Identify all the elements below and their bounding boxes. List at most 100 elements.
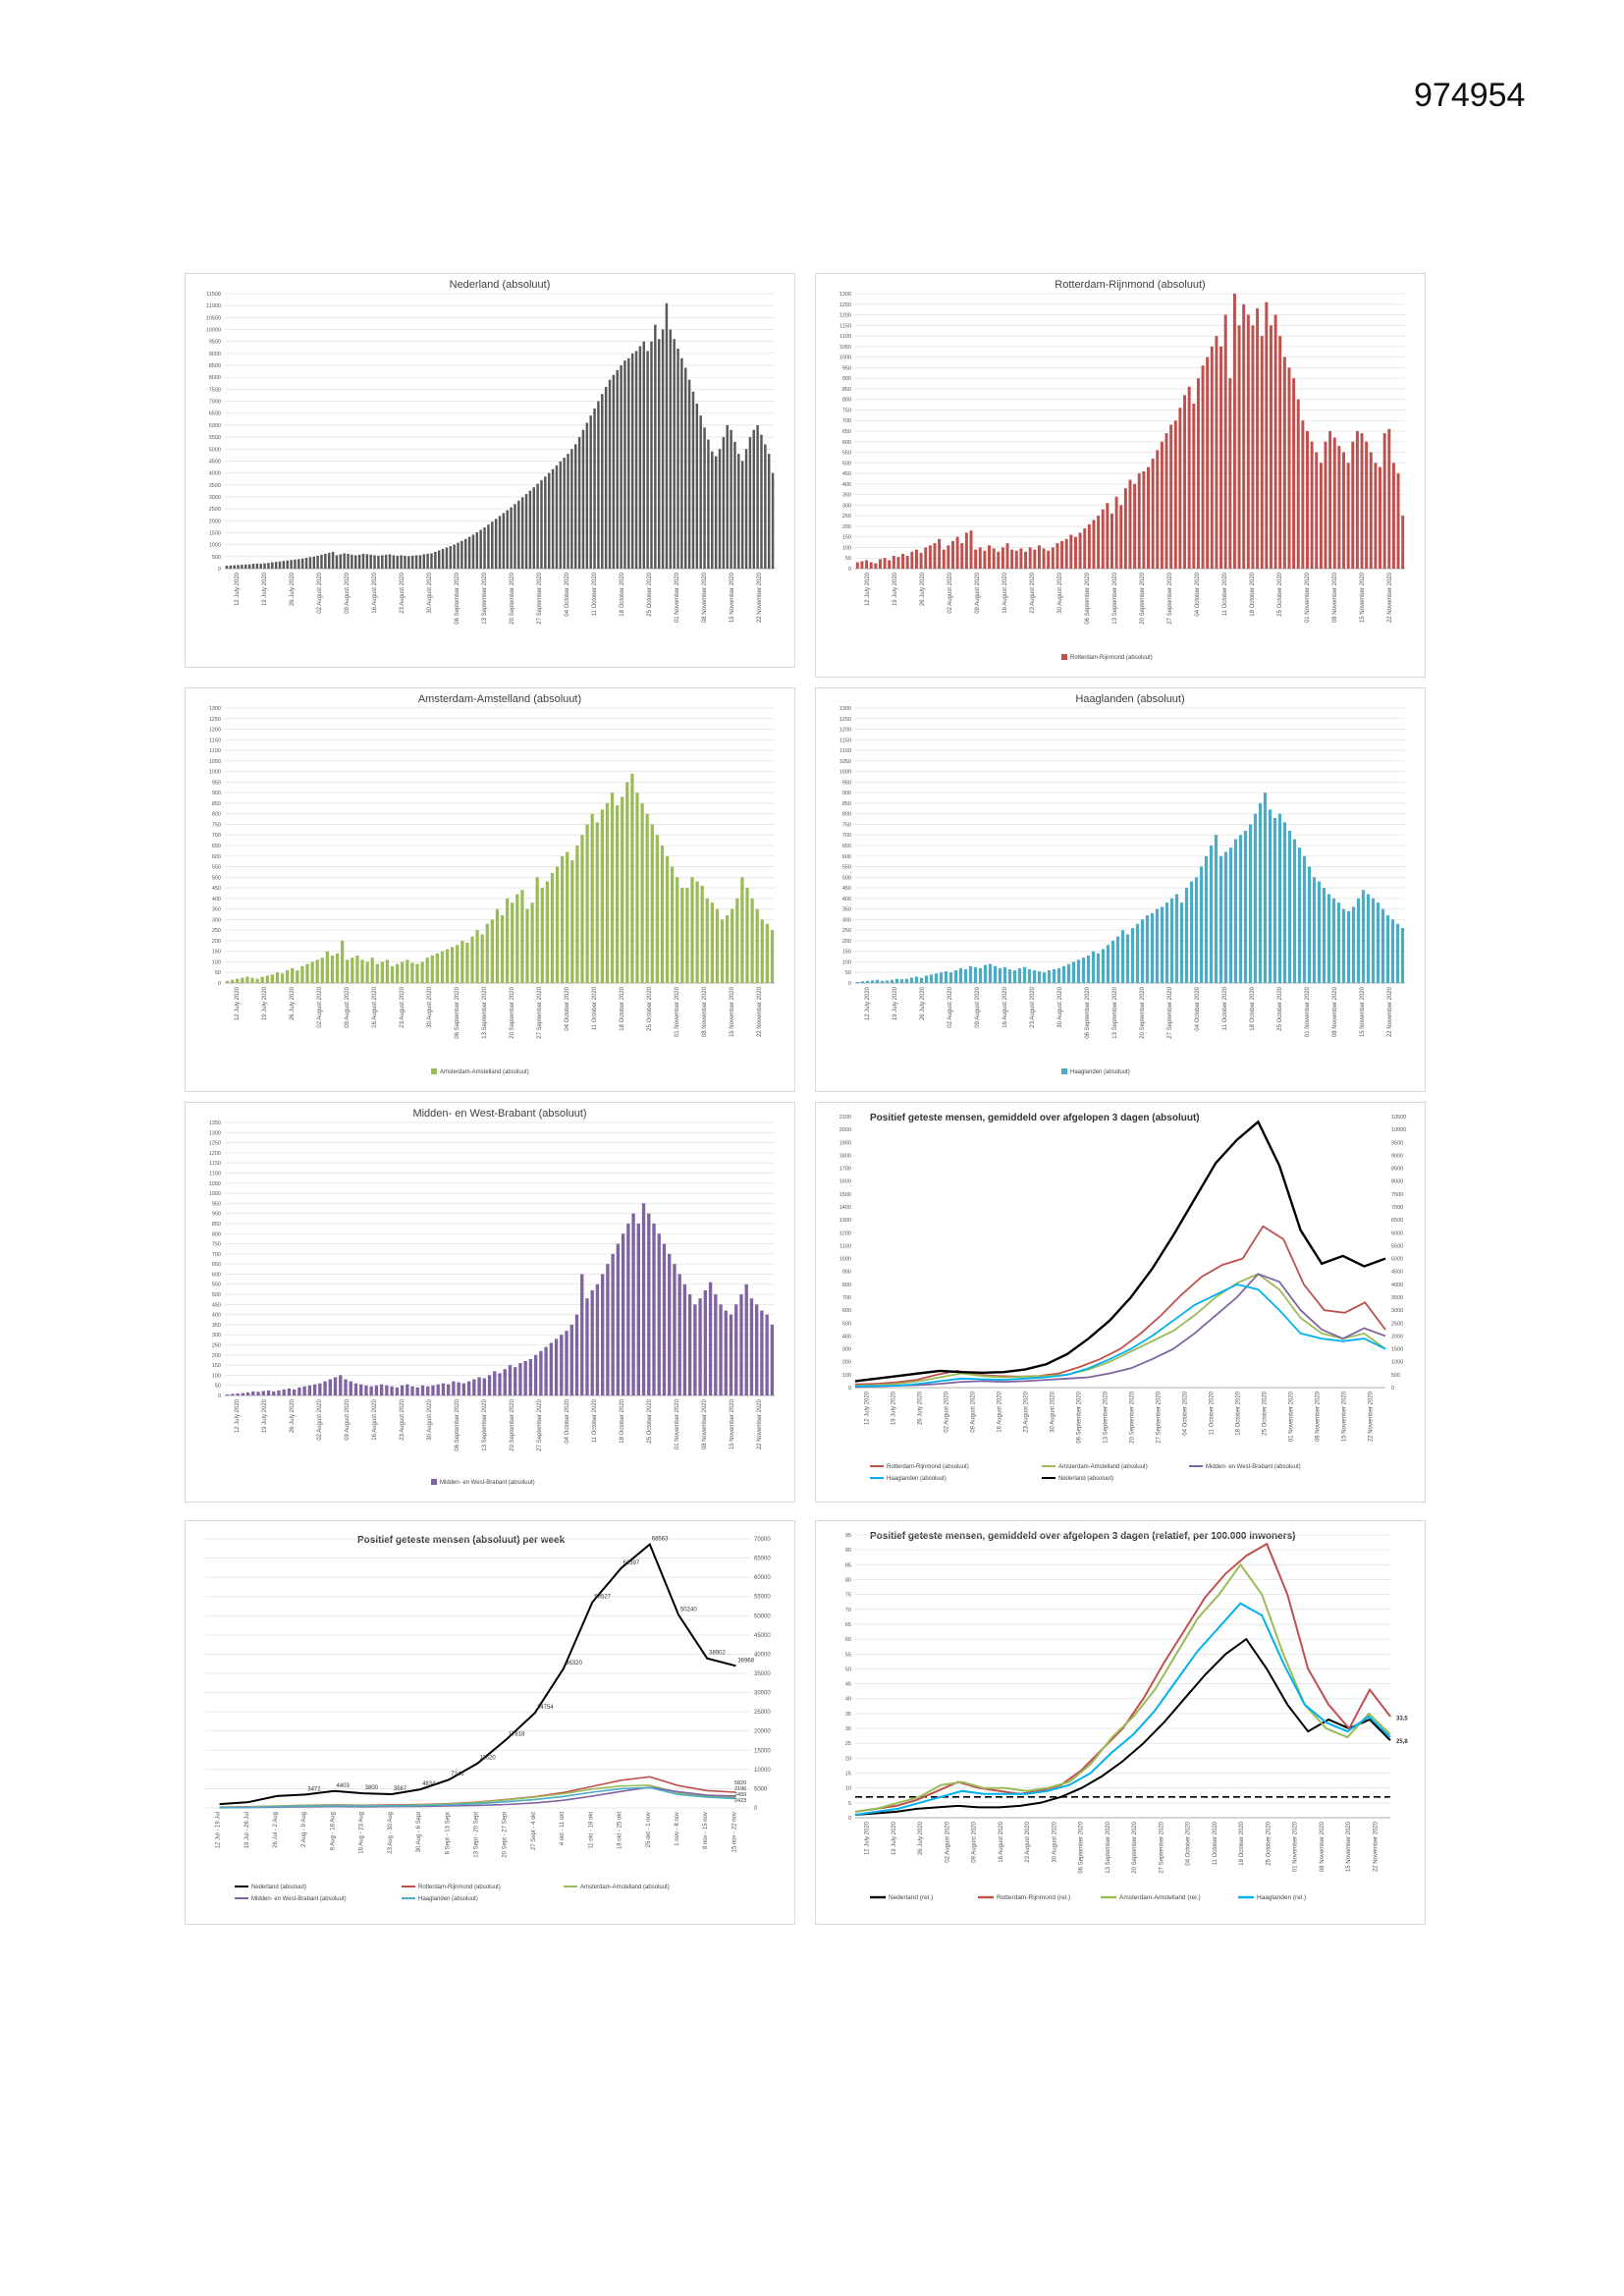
- bar: [1051, 547, 1055, 569]
- x-tick-label: 01 November 2020: [675, 986, 680, 1037]
- y-tick-label: 1000: [839, 770, 851, 776]
- bar: [1317, 881, 1322, 983]
- x-tick-label: 27 Sept - 4 okt: [531, 1812, 537, 1850]
- bar: [1278, 336, 1282, 569]
- bar: [506, 898, 510, 983]
- y-tick-label: 1200: [839, 728, 851, 734]
- bar: [671, 866, 675, 983]
- y-tick-label: 0: [848, 1816, 851, 1822]
- bar: [1361, 890, 1366, 983]
- y-tick-label: 10000: [206, 328, 221, 334]
- bar: [298, 1387, 301, 1395]
- bar: [574, 1314, 579, 1395]
- y-tick-label: 0: [218, 1394, 221, 1399]
- bar: [539, 1350, 543, 1395]
- bar: [305, 963, 309, 983]
- x-tick-label: 23 August 2020: [400, 572, 406, 613]
- bar: [1019, 548, 1023, 569]
- y-tick-label: 650: [842, 429, 851, 435]
- y-tick-label: 40: [845, 1697, 851, 1703]
- y-tick-label: 1000: [839, 355, 851, 361]
- bar: [316, 555, 319, 569]
- series-line: [854, 1637, 1391, 1816]
- bar: [272, 1391, 276, 1395]
- x-tick-label: 30 August 2020: [1057, 986, 1063, 1027]
- bar: [554, 1339, 559, 1395]
- bar: [595, 1284, 600, 1395]
- bar: [605, 802, 610, 983]
- bar: [1014, 550, 1018, 569]
- series-line: [854, 1273, 1386, 1387]
- bar: [695, 881, 699, 983]
- bar: [731, 908, 734, 983]
- bar: [978, 547, 982, 569]
- bar: [456, 945, 460, 983]
- bar: [1228, 378, 1232, 569]
- x-tick-label: 09 August 2020: [972, 1821, 978, 1862]
- bar: [718, 449, 722, 569]
- y-tick-label: 800: [842, 812, 851, 818]
- bar: [275, 972, 280, 983]
- bar: [241, 565, 244, 569]
- bar: [924, 975, 929, 983]
- bar: [997, 551, 1001, 569]
- legend-label: Amsterdam-Amstelland (rel.): [1119, 1894, 1201, 1901]
- y-tick-label: 450: [212, 1302, 221, 1308]
- bar: [1385, 915, 1390, 983]
- bar: [355, 956, 359, 983]
- bar: [464, 538, 467, 569]
- bar: [353, 1383, 358, 1395]
- bar: [953, 970, 958, 983]
- chart-panel-nederland: Nederland (absoluut) 0 500 1000 1500 2000 2500…: [185, 273, 795, 668]
- bar: [475, 930, 479, 983]
- y-tick-label: 400: [212, 1313, 221, 1319]
- bar: [1110, 940, 1115, 983]
- x-tick-label: 25 okt - 1 nov: [646, 1812, 652, 1847]
- bar: [860, 561, 864, 569]
- y-tick-label: 1300: [839, 706, 851, 712]
- y-tick-label: 1050: [839, 345, 851, 351]
- bar: [465, 943, 469, 983]
- bar: [1307, 866, 1312, 983]
- y-tick-label: 1000: [209, 543, 221, 549]
- y-tick-label: 900: [842, 791, 851, 796]
- y-tick-label: 200: [842, 1360, 851, 1366]
- y-tick-label: 350: [212, 1323, 221, 1329]
- bar: [451, 947, 455, 983]
- legend-label: Nederland (absoluut): [1058, 1476, 1113, 1482]
- y-tick-label: 550: [842, 451, 851, 457]
- x-tick-label: 4 okt - 11 okt: [560, 1812, 566, 1846]
- bar: [1145, 915, 1150, 983]
- y-tick-label: 1000: [839, 1257, 851, 1263]
- bar: [1218, 855, 1223, 983]
- bar: [331, 551, 335, 569]
- bar: [669, 329, 673, 569]
- y-tick-label: 1150: [209, 1161, 221, 1167]
- bar: [482, 1378, 486, 1395]
- x-tick-label: 22 November 2020: [757, 986, 763, 1037]
- y-tick-label: 11500: [206, 292, 221, 298]
- bar: [500, 915, 505, 983]
- bar: [1272, 818, 1277, 983]
- bar: [1092, 519, 1096, 569]
- y-tick-label: 50: [215, 970, 221, 976]
- bar: [323, 1381, 327, 1395]
- x-tick-label: 19 July 2020: [892, 1391, 897, 1425]
- bar: [676, 877, 679, 983]
- x-tick-label: 13 September 2020: [1112, 572, 1118, 624]
- bar: [550, 873, 555, 983]
- document-id: 974954: [1414, 77, 1526, 114]
- bar: [687, 1294, 692, 1395]
- bar: [282, 561, 286, 569]
- data-label: 11620: [480, 1756, 497, 1762]
- bar: [1251, 325, 1255, 569]
- bar: [870, 980, 875, 983]
- y-tick-label: 50: [845, 970, 851, 976]
- bar: [708, 1282, 713, 1395]
- y-tick-label: 70: [845, 1608, 851, 1613]
- y-tick-label: 0: [218, 981, 221, 987]
- legend-label: Haaglanden (rel.): [1257, 1894, 1306, 1901]
- bar: [494, 519, 498, 569]
- x-tick-label: 26 July 2020: [290, 1398, 296, 1433]
- bar: [300, 965, 304, 983]
